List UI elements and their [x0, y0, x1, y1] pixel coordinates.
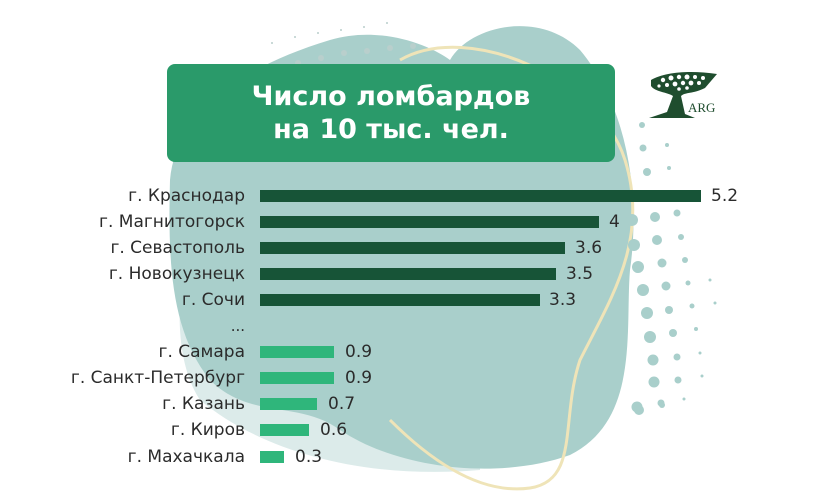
chart-row: г. Махачкала 0.3	[0, 447, 830, 467]
chart-separator-row: ...	[0, 316, 830, 336]
bar	[260, 216, 599, 228]
value-label: 3.6	[575, 238, 603, 258]
ellipsis-separator: ...	[230, 317, 245, 335]
value-label: 0.3	[295, 447, 323, 467]
category-label: г. Магнитогорск	[99, 212, 245, 232]
category-label: г. Махачкала	[127, 447, 245, 467]
category-label: г. Краснодар	[128, 186, 245, 206]
category-label: г. Киров	[170, 420, 245, 440]
value-label: 3.3	[549, 290, 577, 310]
chart-title-line2: на 10 тыс. чел.	[273, 114, 509, 145]
bar	[260, 268, 556, 280]
category-label: г. Самара	[158, 342, 245, 362]
category-label: г. Новокузнецк	[108, 264, 245, 284]
chart-title: Число ломбардов на 10 тыс. чел.	[252, 80, 531, 146]
value-label: 0.6	[320, 420, 348, 440]
value-label: 0.9	[345, 342, 373, 362]
bar	[260, 398, 317, 410]
chart-row: г. Санкт-Петербург 0.9	[0, 368, 830, 388]
value-label: 0.9	[345, 368, 373, 388]
bar	[260, 424, 309, 436]
chart-title-line1: Число ломбардов	[251, 81, 531, 112]
value-label: 5.2	[711, 186, 739, 206]
tree-logo-icon	[649, 72, 717, 118]
bar	[260, 346, 334, 358]
value-label: 3.5	[566, 264, 594, 284]
chart-row: г. Казань 0.7	[0, 394, 830, 414]
bar	[260, 372, 334, 384]
chart-row: г. Краснодар 5.2	[0, 186, 830, 206]
chart-row: г. Магнитогорск 4	[0, 212, 830, 232]
chart-row: г. Сочи 3.3	[0, 290, 830, 310]
chart-title-box: Число ломбардов на 10 тыс. чел.	[167, 64, 615, 162]
chart-row: г. Самара 0.9	[0, 342, 830, 362]
chart-row: г. Севастополь 3.6	[0, 238, 830, 258]
chart-row: г. Киров 0.6	[0, 420, 830, 440]
value-label: 4	[609, 212, 620, 232]
bar	[260, 242, 565, 254]
value-label: 0.7	[328, 394, 356, 414]
bar	[260, 294, 540, 306]
category-label: г. Севастополь	[110, 238, 245, 258]
category-label: г. Казань	[162, 394, 245, 414]
category-label: г. Санкт-Петербург	[70, 368, 245, 388]
bar	[260, 451, 284, 463]
bar	[260, 190, 701, 202]
category-label: г. Сочи	[181, 290, 245, 310]
logo-text: ARG	[688, 100, 716, 115]
chart-row: г. Новокузнецк 3.5	[0, 264, 830, 284]
